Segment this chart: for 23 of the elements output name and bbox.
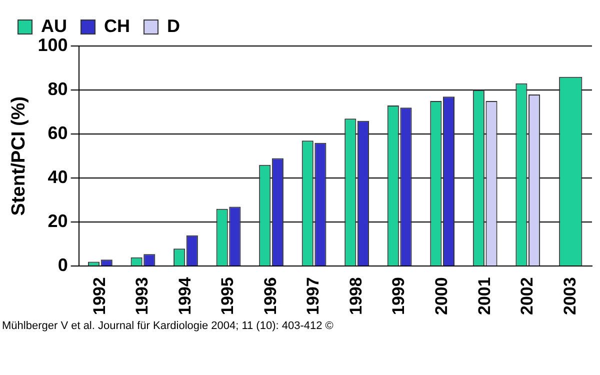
x-tick-label: 1995 [218, 277, 238, 316]
y-tick-label: 100 [38, 34, 68, 55]
y-tick-label: 20 [48, 211, 68, 232]
y-tick-label: 40 [48, 167, 68, 188]
y-tick-label: 60 [48, 123, 68, 144]
x-tick-label: 2001 [474, 277, 494, 316]
x-tick-label: 1992 [90, 277, 109, 316]
x-tick-label: 2003 [560, 277, 580, 316]
y-tick-label: 80 [48, 79, 68, 100]
legend-label: CH [104, 16, 130, 36]
y-axis-title: Stent/PCI (%) [8, 96, 30, 216]
x-tick-label: 2002 [518, 277, 537, 316]
x-tick-label: 1993 [132, 277, 152, 316]
x-tick-label: 1999 [389, 277, 408, 316]
x-tick-label: 1997 [304, 277, 323, 316]
legend-label: AU [41, 16, 67, 36]
x-tick-label: 1996 [260, 277, 280, 316]
x-tick-label: 1998 [346, 277, 366, 316]
x-tick-label: 2000 [432, 277, 452, 316]
y-tick-label: 0 [58, 255, 68, 276]
text: Mühlberger V et al. Journal für Kardiologie 2004; 11 (10): 403-412 © [1, 319, 334, 334]
legend-label: D [166, 16, 180, 36]
x-tick-label: 1994 [175, 276, 194, 316]
